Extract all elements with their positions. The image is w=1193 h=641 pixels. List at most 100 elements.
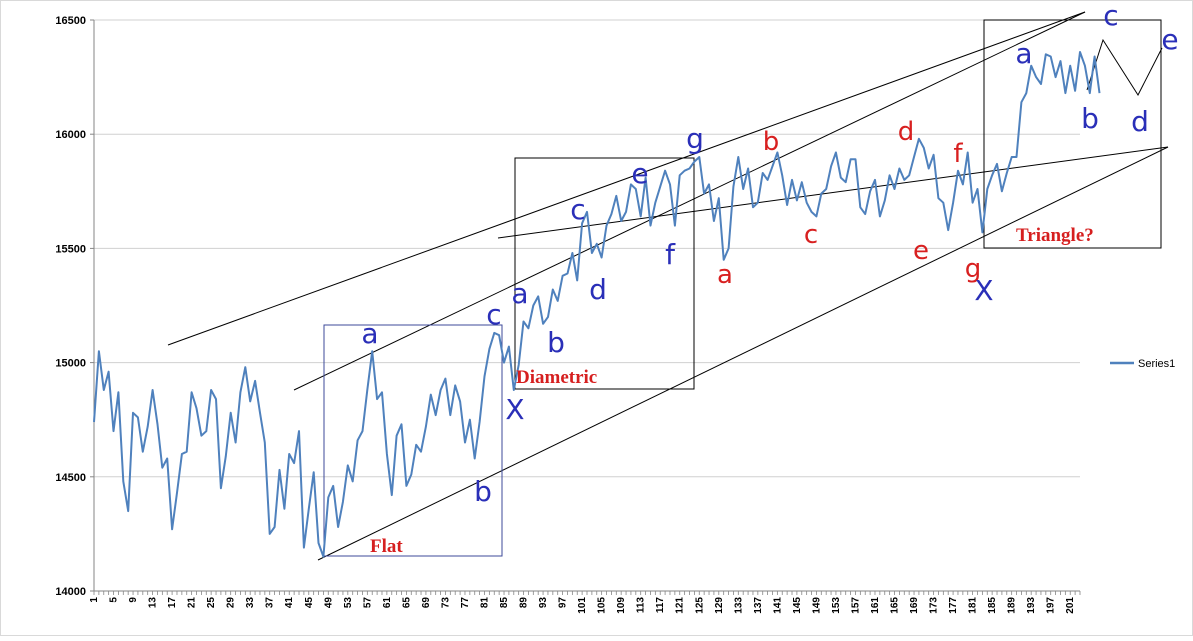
x-tick-label: 25 [206,597,217,609]
x-tick-label: 149 [811,597,822,614]
x-tick-label: 1 [89,597,100,603]
x-tick-label: 97 [558,597,569,609]
x-tick-label: 13 [148,597,159,609]
x-tick-label: 201 [1065,597,1076,614]
x-tick-label: 165 [890,597,901,614]
flat-box-outline [323,324,503,557]
x-tick-label: 21 [187,597,198,609]
x-tick-label: 81 [479,597,490,609]
x-tick-label: 69 [421,597,432,609]
trend-channel-line [293,11,1086,391]
x-tick-label: 49 [323,597,334,609]
x-tick-label: 37 [265,597,276,609]
wave-label: d [589,273,607,306]
wave-label: c [570,193,585,226]
series-line-series1 [93,51,1101,558]
legend: Series1 [1110,358,1175,370]
x-tick-label: 117 [655,597,666,614]
x-tick-label: 181 [968,597,979,614]
x-tick-label: 137 [753,597,764,614]
wave-label: f [953,139,963,169]
wave-label: a [361,317,378,350]
x-tick-label: 153 [831,597,842,614]
x-tick-label: 89 [519,597,530,609]
drawn-overlays [167,11,1169,561]
x-tick-label: 93 [538,597,549,609]
wave-label: g [965,254,982,284]
pattern-labels: Flat Diametric Triangle? [370,225,1094,557]
wave-label: b [1081,102,1099,135]
wave-label: d [898,117,915,147]
pattern-box [514,157,695,390]
x-tick-label: 77 [460,597,471,609]
x-tick-label: 113 [636,597,647,614]
wave-label: g [686,122,704,155]
x-tick-label: 133 [733,597,744,614]
wave-label: e [913,236,929,266]
wave-label: f [665,238,676,271]
x-tick-label: 29 [226,597,237,609]
x-tick-label: 9 [128,597,139,603]
y-axis-ticks: 14000 14500 15000 15500 16000 16500 [55,15,94,598]
y-tick-label: 16500 [55,15,86,27]
wave-label: e [1161,23,1178,56]
x-tick-label: 17 [167,597,178,609]
x-tick-label: 121 [675,597,686,614]
trend-channel-line [497,146,1169,239]
x-tick-label: 173 [929,597,940,614]
y-tick-label: 14000 [55,586,86,598]
wave-label: a [1015,37,1032,70]
wave-label: c [1103,0,1118,32]
wave-label: X [974,274,993,307]
gridlines [94,19,1080,478]
y-tick-label: 15500 [55,243,86,255]
x-tick-label: 193 [1026,597,1037,614]
x-tick-label: 33 [245,597,256,609]
wave-label: b [547,326,565,359]
pattern-label: Triangle? [1016,225,1094,246]
y-tick-label: 14500 [55,472,86,484]
x-tick-label: 177 [948,597,959,614]
x-tick-label: 73 [440,597,451,609]
series-layer [93,51,1101,558]
x-tick-label: 161 [870,597,881,614]
x-tick-label: 141 [772,597,783,614]
x-tick-label: 145 [792,597,803,614]
wave-label: b [474,475,492,508]
x-tick-label: 85 [499,597,510,609]
x-tick-label: 101 [577,597,588,614]
wave-label: X [505,393,524,426]
x-tick-label: 53 [343,597,354,609]
x-tick-label: 65 [401,597,412,609]
legend-entry: Series1 [1138,358,1175,370]
wave-label: a [511,277,528,310]
x-tick-label: 125 [694,597,705,614]
trend-channel-line [167,11,1086,346]
x-tick-label: 5 [109,597,120,603]
wave-label: a [717,260,733,290]
pattern-label: Diametric [516,367,597,388]
wave-label: c [804,220,818,250]
pattern-box [983,19,1162,249]
wave-label: e [631,157,648,190]
x-tick-label: 41 [284,597,295,609]
wave-label: b [763,127,780,157]
x-tick-label: 129 [714,597,725,614]
x-tick-label: 57 [362,597,373,609]
x-tick-label: 61 [382,597,393,609]
x-tick-label: 197 [1046,597,1057,614]
y-tick-label: 15000 [55,358,86,370]
trend-channel-line [317,146,1169,561]
x-axis-ticks: 1 5 9 13 17 21 25 29 33 37 41 45 49 53 57 61 65 69 73 77 81 8… [89,591,1081,614]
x-tick-label: 45 [304,597,315,609]
x-tick-label: 169 [909,597,920,614]
pattern-label: Flat [370,536,403,557]
x-tick-label: 189 [1007,597,1018,614]
y-tick-label: 16000 [55,129,86,141]
x-tick-label: 109 [616,597,627,614]
wave-label: c [486,298,501,331]
